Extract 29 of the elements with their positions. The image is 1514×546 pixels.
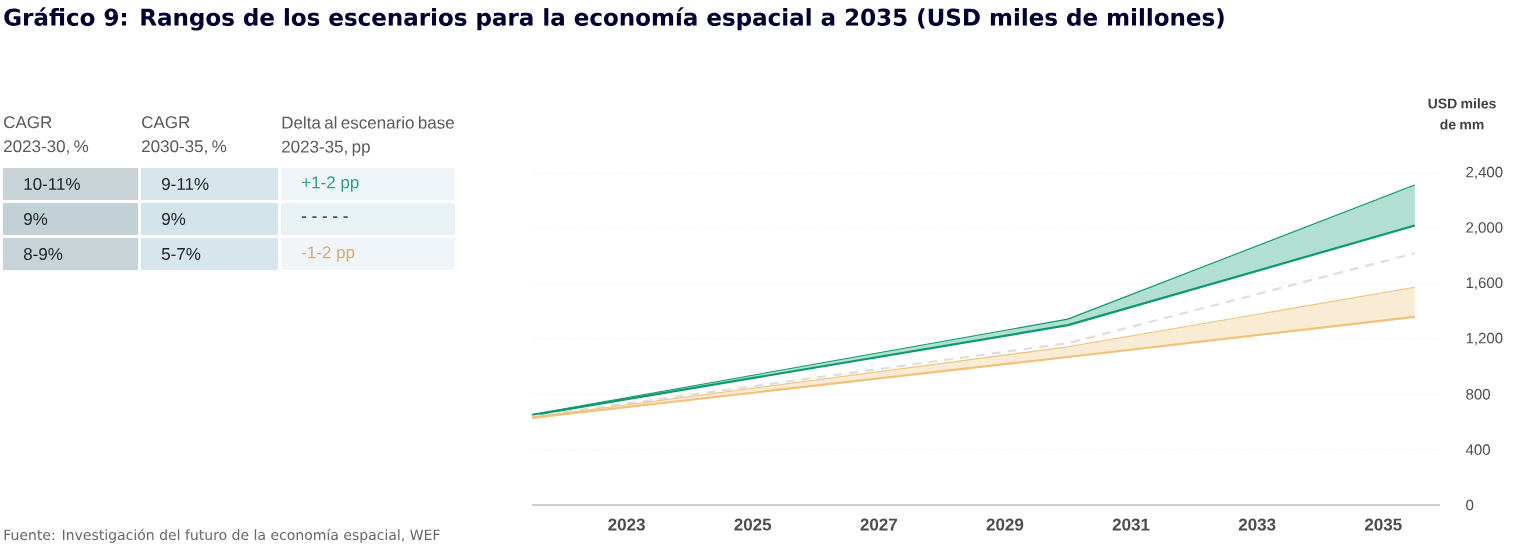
y-tick-label: 0 xyxy=(1466,499,1474,511)
y-tick-label: 2,000 xyxy=(1466,222,1503,235)
text: -1-2 pp xyxy=(301,246,355,262)
source-note: Fuente: Investigación del futuro de la economía espacial, WEF xyxy=(4,528,440,543)
text: Delta al escenario base 2023-35, pp xyxy=(282,116,454,157)
text: 10-11% xyxy=(24,177,80,191)
y-tick-label: 400 xyxy=(1465,444,1490,455)
y-axis-title: USD miles de mm xyxy=(1428,98,1496,130)
y-tick-label: 1,600 xyxy=(1466,277,1503,290)
text: CAGR 2030-35, % xyxy=(142,116,227,155)
chart-title: Gráfico 9: Rangos de los escenarios para la economía espacial a 2035 (USD miles de millones) xyxy=(4,7,1224,31)
y-tick-label: 800 xyxy=(1466,389,1490,400)
y-tick-label: 2,400 xyxy=(1466,166,1503,180)
x-tick-label: 2029 xyxy=(986,518,1024,531)
text: 9% xyxy=(162,212,186,226)
x-tick-label: 2031 xyxy=(1112,518,1150,531)
text: 9% xyxy=(24,212,48,226)
text: CAGR 2023-30, % xyxy=(4,116,89,155)
x-tick-label: 2033 xyxy=(1238,518,1276,531)
x-tick-label: 2023 xyxy=(608,518,645,531)
text: 8-9% xyxy=(23,247,63,261)
text: 9-11% xyxy=(162,177,209,191)
y-tick-label: 1,200 xyxy=(1466,332,1503,346)
text: 5-7% xyxy=(161,248,201,260)
text: +1-2 pp xyxy=(302,176,359,192)
x-tick-label: 2025 xyxy=(734,518,772,531)
x-tick-label: 2035 xyxy=(1364,518,1402,531)
text: - - - - - xyxy=(301,216,348,218)
x-tick-label: 2027 xyxy=(860,518,897,531)
